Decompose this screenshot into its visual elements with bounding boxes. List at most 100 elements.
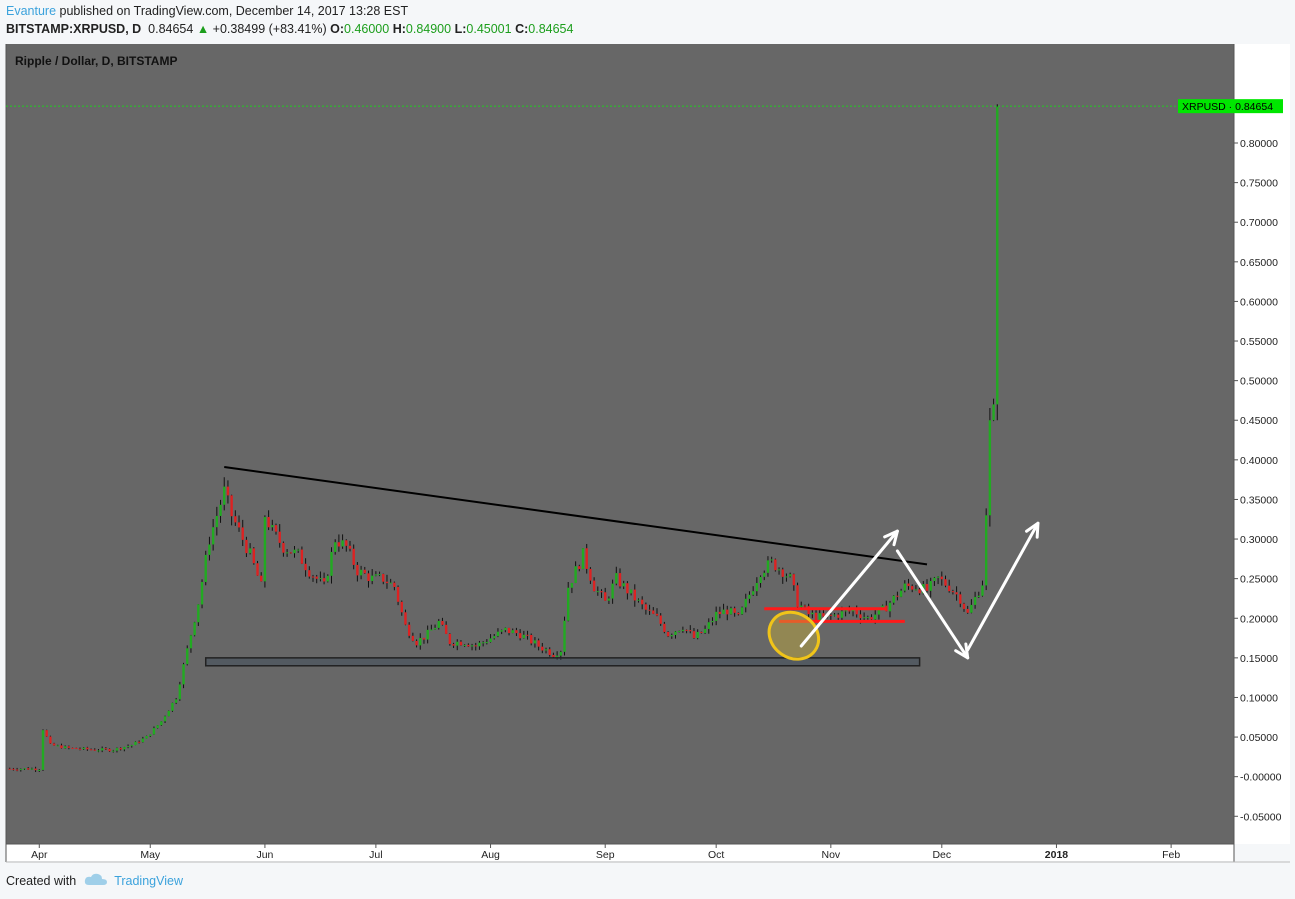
candle-body xyxy=(674,631,677,636)
y-tick-label: 0.55000 xyxy=(1240,336,1278,348)
candle-body xyxy=(644,604,648,610)
candle-body xyxy=(648,609,651,611)
candle-body xyxy=(63,746,67,749)
candle-body xyxy=(419,637,422,646)
candle-body xyxy=(433,627,437,630)
candle-body xyxy=(859,614,862,619)
x-tick-label: Feb xyxy=(1162,849,1180,861)
candle-body xyxy=(300,549,304,564)
symbol-label: BITSTAMP:XRPUSD, D xyxy=(6,22,142,36)
candle-body xyxy=(563,620,566,652)
candle-body xyxy=(8,768,11,770)
candle-body xyxy=(633,589,636,601)
candle-body xyxy=(378,574,381,576)
candle-body xyxy=(615,573,618,584)
candle-body xyxy=(511,630,514,634)
candle-body xyxy=(929,581,932,591)
candle-body xyxy=(319,578,322,580)
candle-body xyxy=(626,583,629,594)
candle-body xyxy=(788,574,792,577)
candle-body xyxy=(422,637,426,640)
candle-body xyxy=(611,583,614,599)
candle-body xyxy=(589,568,592,581)
candle-body xyxy=(112,750,115,752)
candle-body xyxy=(226,486,230,496)
candle-body xyxy=(530,634,533,644)
candle-body xyxy=(726,609,729,615)
candle-body xyxy=(689,630,692,632)
candle-body xyxy=(670,635,673,637)
author-link[interactable]: Evanture xyxy=(6,4,57,18)
candle-body xyxy=(145,736,148,739)
candle-body xyxy=(574,566,577,584)
x-tick-label: Sep xyxy=(596,849,615,861)
candle-body xyxy=(52,743,56,746)
tradingview-link[interactable]: TradingView xyxy=(114,874,183,888)
candle-body xyxy=(907,583,910,587)
candle-body xyxy=(818,613,821,621)
descending-trendline xyxy=(224,465,928,566)
y-tick-label: 0.50000 xyxy=(1240,376,1278,388)
candle-body xyxy=(800,605,803,607)
candle-body xyxy=(600,591,603,593)
candle-body xyxy=(137,741,141,743)
candle-body xyxy=(970,604,973,613)
candle-body xyxy=(722,609,725,614)
candle-body xyxy=(870,617,873,620)
candle-body xyxy=(78,748,82,750)
candle-body xyxy=(552,654,555,657)
candle-body xyxy=(718,611,722,614)
candle-body xyxy=(274,525,278,532)
candle-body xyxy=(108,748,111,752)
time-axis[interactable] xyxy=(6,844,1234,861)
candle-body xyxy=(855,609,858,615)
candle-body xyxy=(444,624,448,634)
candle-body xyxy=(230,495,233,517)
candle-body xyxy=(38,769,41,771)
candle-body xyxy=(759,576,762,584)
candle-body xyxy=(755,583,759,592)
candle-body xyxy=(559,651,563,656)
retest-arrow-down-head xyxy=(954,642,970,660)
candle-body xyxy=(359,569,363,576)
low-label: L: xyxy=(454,22,467,36)
candle-body xyxy=(470,645,474,647)
candle-body xyxy=(489,638,492,643)
candle-body xyxy=(156,725,159,729)
candle-body xyxy=(714,611,718,621)
chart-plot-area[interactable] xyxy=(6,44,1234,844)
retest-arrow-down xyxy=(895,549,970,660)
candle-body xyxy=(89,749,93,751)
candle-body xyxy=(271,525,274,528)
candle-body xyxy=(936,576,940,578)
candle-body xyxy=(877,608,881,615)
candle-body xyxy=(459,641,463,646)
candle-body xyxy=(770,559,773,561)
y-tick-label: 0.35000 xyxy=(1240,494,1278,506)
y-tick-label: -0.05000 xyxy=(1240,811,1282,823)
high-label: H: xyxy=(392,22,406,36)
candle-body xyxy=(737,612,740,615)
candle-body xyxy=(740,607,744,615)
candle-body xyxy=(45,730,48,737)
candle-body xyxy=(522,634,526,639)
price-axis[interactable] xyxy=(1234,44,1290,844)
candle-body xyxy=(382,574,385,582)
candle-body xyxy=(333,542,337,552)
y-tick-label: 0.45000 xyxy=(1240,415,1278,427)
candle-body xyxy=(160,721,163,726)
candle-body xyxy=(86,747,89,750)
candle-body xyxy=(981,585,984,596)
candle-body xyxy=(252,548,256,564)
candle-body xyxy=(456,641,459,646)
candle-body xyxy=(914,589,918,591)
candle-body xyxy=(348,545,352,549)
candle-body xyxy=(796,585,799,607)
candle-body xyxy=(814,612,818,621)
candle-body xyxy=(19,769,22,771)
candle-body xyxy=(411,635,415,641)
candle-body xyxy=(811,612,814,615)
candle-body xyxy=(663,623,666,632)
candle-body xyxy=(430,629,433,631)
